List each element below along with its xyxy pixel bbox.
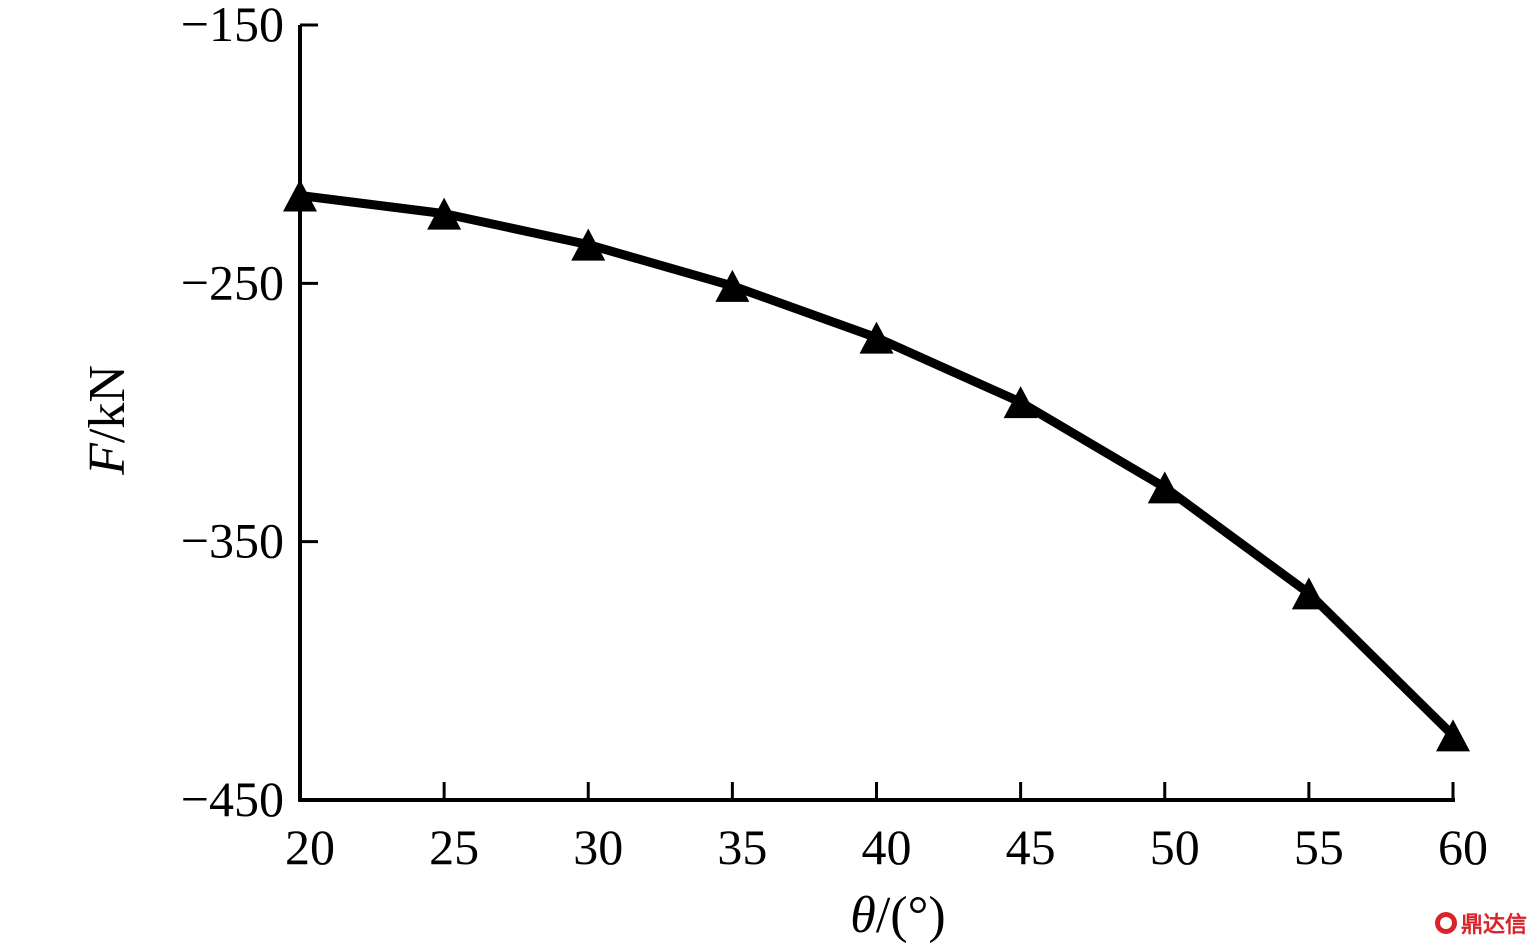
x-axis-unit: /(°) xyxy=(876,887,946,944)
data-point-marker xyxy=(1147,471,1182,504)
y-axis-variable: F xyxy=(79,442,136,476)
axes-layer xyxy=(298,25,1455,802)
x-tick-label: 60 xyxy=(1438,819,1488,875)
data-point-marker xyxy=(859,321,894,354)
x-axis-title: θ/(°) xyxy=(850,887,945,944)
data-point-marker xyxy=(715,269,750,302)
data-point-marker xyxy=(1436,719,1470,752)
series-line xyxy=(295,191,1458,740)
x-tick-label: 55 xyxy=(1294,819,1344,875)
x-tick-label: 45 xyxy=(1006,819,1056,875)
y-tick-label: −250 xyxy=(181,254,284,310)
x-axis-variable: θ xyxy=(850,887,876,944)
x-tick-label: 30 xyxy=(573,819,623,875)
x-tick-label: 40 xyxy=(862,819,912,875)
y-tick-label: −350 xyxy=(181,513,284,569)
data-point-marker xyxy=(427,197,462,230)
data-point-marker xyxy=(283,179,317,212)
data-point-marker xyxy=(1003,386,1038,419)
y-axis-title: F/kN xyxy=(79,365,136,476)
data-point-marker xyxy=(1291,577,1326,610)
y-tick-label: −450 xyxy=(181,771,284,827)
x-tick-label: 50 xyxy=(1150,819,1200,875)
x-tick-label: 35 xyxy=(717,819,767,875)
watermark-text: 鼎达信 xyxy=(1460,913,1527,938)
watermark-logo-icon xyxy=(1434,912,1457,934)
x-tick-label: 20 xyxy=(285,819,335,875)
data-point-marker xyxy=(571,228,606,261)
x-tick-label: 25 xyxy=(429,819,479,875)
y-tick-label: −150 xyxy=(181,0,284,52)
series-layer xyxy=(295,191,1458,740)
markers-layer xyxy=(283,179,1470,752)
y-axis-unit: /kN xyxy=(79,365,136,443)
watermark: 鼎达信 xyxy=(1434,907,1527,939)
